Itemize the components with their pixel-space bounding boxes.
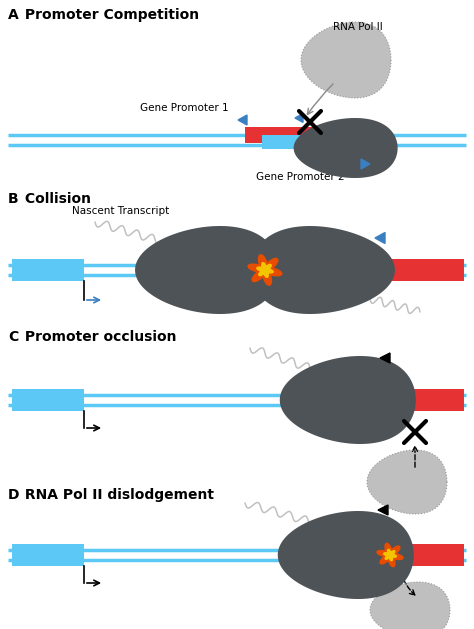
Bar: [12, 389, 84, 411]
Polygon shape: [377, 543, 403, 567]
Polygon shape: [367, 450, 447, 514]
Polygon shape: [280, 356, 416, 444]
Text: Gene Promoter 1: Gene Promoter 1: [140, 103, 228, 113]
Polygon shape: [135, 226, 279, 314]
Bar: [245, 127, 335, 143]
Text: Collision: Collision: [20, 192, 91, 206]
Polygon shape: [251, 226, 395, 314]
Polygon shape: [257, 263, 273, 277]
Text: Gene Promoter 2: Gene Promoter 2: [255, 172, 344, 182]
Bar: [385, 544, 464, 566]
Polygon shape: [370, 582, 450, 629]
Polygon shape: [248, 255, 282, 285]
Text: B: B: [8, 192, 18, 206]
Bar: [390, 389, 464, 411]
Polygon shape: [294, 118, 398, 178]
Polygon shape: [295, 114, 303, 123]
Text: Promoter occlusion: Promoter occlusion: [20, 330, 176, 344]
Text: RNA Pol II dislodgement: RNA Pol II dislodgement: [20, 488, 214, 502]
Text: A: A: [8, 8, 19, 22]
Bar: [12, 544, 84, 566]
Polygon shape: [384, 549, 396, 560]
Text: Nascent Transcript: Nascent Transcript: [72, 206, 169, 216]
Bar: [380, 259, 464, 281]
Polygon shape: [380, 353, 390, 363]
Polygon shape: [361, 159, 370, 169]
Polygon shape: [378, 505, 388, 515]
Polygon shape: [238, 115, 247, 125]
Polygon shape: [278, 511, 414, 599]
Text: C: C: [8, 330, 18, 344]
Text: Promoter Competition: Promoter Competition: [20, 8, 199, 22]
Bar: [262, 135, 327, 149]
Polygon shape: [301, 22, 391, 98]
Polygon shape: [375, 233, 385, 243]
Text: D: D: [8, 488, 19, 502]
Bar: [12, 259, 84, 281]
Text: RNA Pol II: RNA Pol II: [333, 22, 383, 32]
